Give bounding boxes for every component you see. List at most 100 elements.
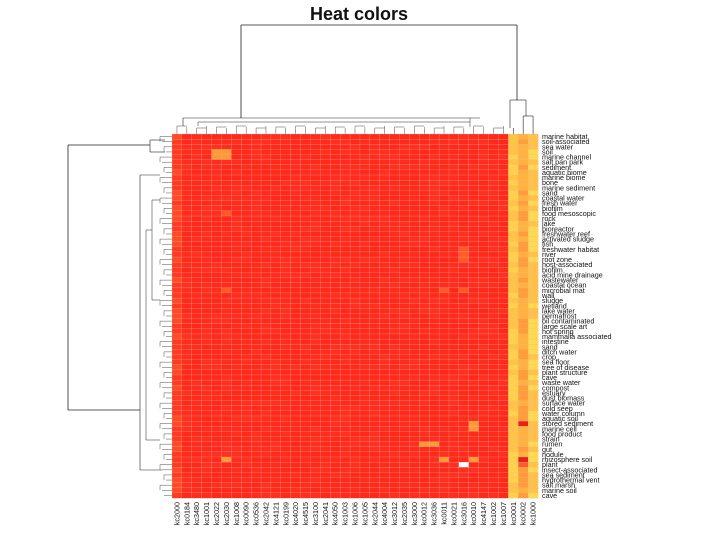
heatmap-cell bbox=[527, 262, 539, 268]
heatmap-cell bbox=[300, 364, 311, 371]
heatmap-cell bbox=[171, 492, 183, 499]
heatmap-cell bbox=[330, 174, 341, 181]
heatmap-cell bbox=[458, 287, 470, 294]
heatmap-cell bbox=[211, 318, 222, 325]
heatmap-cell bbox=[527, 461, 539, 468]
heatmap-cell bbox=[429, 354, 440, 360]
heatmap-cell bbox=[458, 333, 470, 340]
heatmap-cell bbox=[468, 364, 479, 371]
heatmap-cell bbox=[260, 492, 272, 499]
heatmap-cell bbox=[458, 262, 470, 268]
heatmap-cell bbox=[429, 395, 440, 401]
heatmap-cell bbox=[409, 456, 420, 463]
heatmap-cell bbox=[270, 297, 282, 304]
heatmap-cell bbox=[280, 477, 292, 483]
heatmap-cell bbox=[280, 262, 292, 268]
heatmap-cell bbox=[527, 267, 539, 273]
heatmap-cell bbox=[171, 262, 183, 268]
heatmap-cell bbox=[330, 303, 341, 309]
heatmap-cell bbox=[488, 349, 499, 355]
heatmap-cell bbox=[429, 487, 440, 494]
heatmap-cell bbox=[181, 477, 193, 483]
heatmap-cell bbox=[171, 226, 183, 232]
heatmap-cell bbox=[260, 195, 272, 201]
heatmap-cell bbox=[458, 487, 470, 494]
heatmap-cell bbox=[359, 282, 371, 289]
heatmap-cell bbox=[171, 282, 183, 289]
column-label: kc4147 bbox=[479, 502, 488, 525]
heatmap-cell bbox=[359, 256, 371, 263]
heatmap-cell bbox=[320, 241, 331, 248]
heatmap-cell bbox=[211, 477, 222, 483]
heatmap-cell bbox=[300, 487, 311, 494]
heatmap-cell bbox=[201, 369, 212, 376]
heatmap-cell bbox=[221, 477, 232, 483]
heatmap-cell bbox=[300, 133, 311, 140]
heatmap-cell bbox=[290, 323, 301, 330]
heatmap-cell bbox=[468, 323, 479, 330]
heatmap-cell bbox=[349, 215, 361, 222]
column-label: kc2035 bbox=[400, 502, 409, 525]
heatmap-cell bbox=[310, 482, 321, 489]
heatmap-cell bbox=[201, 246, 212, 253]
heatmap-cell bbox=[171, 277, 183, 284]
heatmap-cell bbox=[359, 231, 371, 237]
heatmap-cell bbox=[359, 139, 371, 145]
heatmap-cell bbox=[438, 420, 450, 427]
heatmap-cell bbox=[340, 467, 351, 473]
heatmap-cell bbox=[359, 379, 371, 386]
heatmap-cell bbox=[310, 272, 321, 278]
heatmap-cell bbox=[241, 169, 252, 176]
heatmap-cell bbox=[320, 318, 331, 325]
heatmap-cell bbox=[379, 169, 390, 176]
row-label: sea sediment bbox=[542, 470, 585, 479]
row-label: compost bbox=[542, 383, 569, 392]
heatmap-cell bbox=[498, 410, 509, 417]
heatmap-cell bbox=[369, 420, 381, 427]
heatmap-cell bbox=[498, 277, 509, 284]
heatmap-cell bbox=[527, 139, 539, 145]
heatmap-cell bbox=[231, 185, 242, 191]
heatmap-cell bbox=[438, 246, 450, 253]
heatmap-cell bbox=[260, 180, 272, 186]
heatmap-cell bbox=[171, 451, 183, 458]
column-label: kc0199 bbox=[281, 502, 290, 525]
heatmap-cell bbox=[330, 185, 341, 191]
heatmap-cell bbox=[508, 318, 519, 325]
heatmap-cell bbox=[369, 369, 381, 376]
heatmap-cell bbox=[359, 174, 371, 181]
heatmap-cell bbox=[221, 395, 232, 401]
heatmap-cell bbox=[201, 328, 212, 335]
heatmap-cell bbox=[488, 451, 499, 458]
heatmap-cell bbox=[399, 369, 410, 376]
heatmap-cell bbox=[290, 415, 301, 422]
heatmap-cell bbox=[429, 308, 440, 314]
heatmap-cell bbox=[320, 374, 331, 381]
heatmap-cell bbox=[201, 221, 212, 227]
heatmap-cell bbox=[231, 231, 242, 237]
heatmap-cell bbox=[231, 287, 242, 294]
heatmap-cell bbox=[221, 221, 232, 227]
heatmap-cell bbox=[527, 420, 539, 427]
heatmap-cell bbox=[231, 308, 242, 314]
heatmap-cell bbox=[518, 185, 529, 191]
heatmap-cell bbox=[171, 195, 183, 201]
heatmap-cell bbox=[527, 338, 539, 345]
heatmap-cell bbox=[241, 303, 252, 309]
heatmap-cell bbox=[498, 328, 509, 335]
heatmap-cell bbox=[241, 282, 252, 289]
heatmap-cell bbox=[191, 333, 202, 340]
heatmap-cell bbox=[260, 221, 272, 227]
heatmap-cell bbox=[251, 344, 262, 350]
heatmap-cell bbox=[251, 338, 262, 345]
heatmap-cell bbox=[270, 400, 282, 407]
heatmap-cell bbox=[488, 180, 499, 186]
heatmap-cell bbox=[300, 349, 311, 355]
heatmap-cell bbox=[369, 267, 381, 273]
heatmap-cell bbox=[260, 246, 272, 253]
heatmap-cell bbox=[438, 323, 450, 330]
heatmap-cell bbox=[359, 400, 371, 407]
heatmap-cell bbox=[290, 446, 301, 453]
heatmap-cell bbox=[241, 287, 252, 294]
heatmap-cell bbox=[458, 180, 470, 186]
